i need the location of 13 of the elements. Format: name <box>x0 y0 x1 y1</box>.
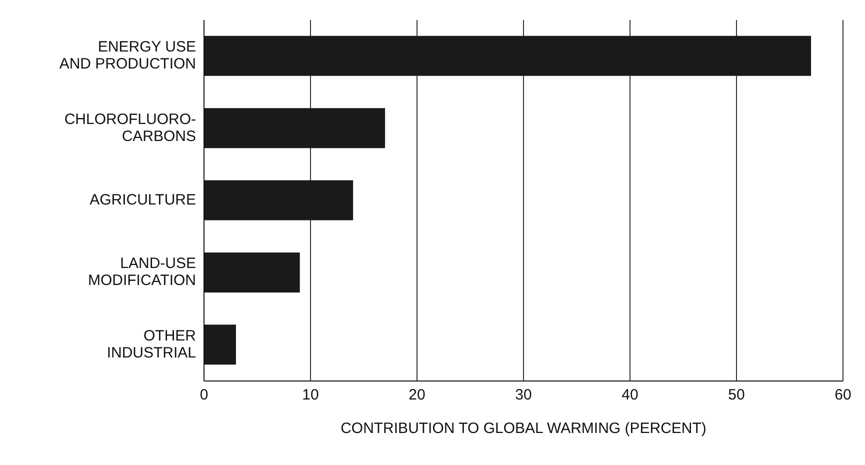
y-tick-label: AGRICULTURE <box>90 191 196 208</box>
x-tick-label: 40 <box>622 386 638 404</box>
y-tick-label: LAND-USE MODIFICATION <box>88 255 196 290</box>
x-tick-label: 0 <box>200 386 208 404</box>
x-tick-label: 20 <box>408 386 426 404</box>
y-tick-label: CHLOROFLUORO- CARBONS <box>64 110 196 145</box>
x-axis-title: CONTRIBUTION TO GLOBAL WARMING (PERCENT) <box>340 420 706 437</box>
y-tick-label: ENERGY USE AND PRODUCTION <box>59 38 196 73</box>
x-tick-label: 50 <box>728 386 745 404</box>
x-tick-label: 10 <box>302 386 319 404</box>
x-tick-label: 30 <box>515 386 532 404</box>
x-tick-label: 60 <box>834 386 852 404</box>
y-tick-label: OTHER INDUSTRIAL <box>106 327 196 362</box>
